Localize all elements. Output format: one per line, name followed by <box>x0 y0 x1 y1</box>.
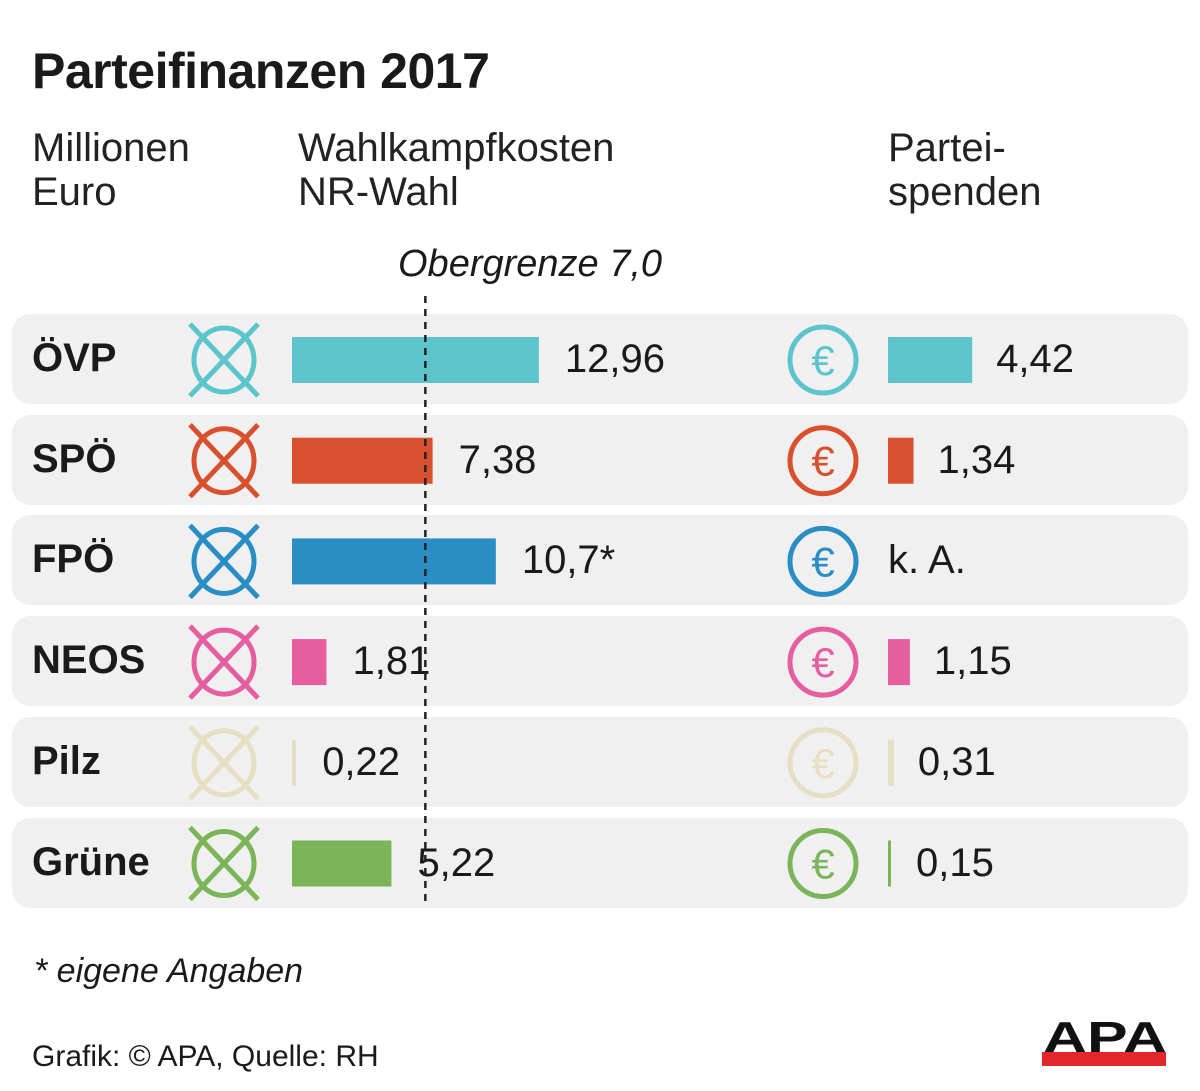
ballot-cross-icon <box>188 825 260 902</box>
source-credit: Grafik: © APA, Quelle: RH <box>32 1040 379 1073</box>
party-label: Pilz <box>32 738 101 783</box>
donation-bar <box>888 337 973 383</box>
campaign-value-label: 12,96 <box>564 337 665 381</box>
svg-text:€: € <box>811 538 834 585</box>
svg-text:€: € <box>811 740 834 787</box>
party-label: NEOS <box>32 638 146 683</box>
donation-bar <box>888 739 894 786</box>
apa-logo: APA <box>1042 1018 1167 1066</box>
donations-header-line-1: Partei- <box>888 126 1006 170</box>
chart-title: Parteifinanzen 2017 <box>32 43 490 99</box>
party-label: Grüne <box>32 839 150 884</box>
donation-value-label: 1,15 <box>933 639 1012 684</box>
donation-bar <box>888 840 891 887</box>
party-label: SPÖ <box>32 436 117 481</box>
donation-value-label: k. A. <box>888 538 966 583</box>
campaign-bar <box>292 538 496 585</box>
euro-coin-icon: € <box>787 324 859 396</box>
campaign-value-label: 0,22 <box>322 739 401 784</box>
donations-column-header: Partei- spenden <box>888 126 1041 214</box>
campaign-value-label: 5,22 <box>417 840 496 885</box>
svg-text:€: € <box>811 841 834 888</box>
euro-coin-icon: € <box>787 727 859 799</box>
donation-bar <box>888 437 914 484</box>
campaign-column-header: Wahlkampfkosten NR-Wahl <box>298 126 614 214</box>
donations-header-line-2: spenden <box>888 170 1042 214</box>
party-label: ÖVP <box>32 336 117 380</box>
ballot-cross-icon <box>188 322 260 398</box>
campaign-value-label: 1,81 <box>352 639 431 684</box>
donation-value-label: 0,15 <box>916 840 994 885</box>
svg-text:€: € <box>811 639 834 686</box>
campaign-value-label: 7,38 <box>458 437 537 482</box>
unit-line-2: Euro <box>32 170 117 214</box>
campaign-header-line-2: NR-Wahl <box>298 170 459 214</box>
euro-coin-icon: € <box>787 828 859 899</box>
campaign-bar <box>292 639 327 686</box>
limit-label: Obergrenze 7,0 <box>398 243 663 285</box>
euro-coin-icon: € <box>787 425 859 497</box>
euro-coin-icon: € <box>787 525 859 597</box>
donation-bar <box>888 639 910 686</box>
donation-value-label: 0,31 <box>917 739 996 784</box>
svg-text:€: € <box>811 337 834 384</box>
campaign-header-line-1: Wahlkampfkosten <box>298 126 615 170</box>
campaign-value-label: 10,7* <box>521 538 616 583</box>
donation-value-label: 4,42 <box>996 337 1075 381</box>
ballot-cross-icon <box>188 725 260 801</box>
unit-label: Millionen Euro <box>32 126 190 214</box>
svg-text:€: € <box>811 438 834 485</box>
campaign-bar <box>292 739 297 786</box>
campaign-bar <box>292 337 539 383</box>
ballot-cross-icon <box>188 422 260 499</box>
euro-coin-icon: € <box>787 626 859 698</box>
campaign-bar <box>292 437 433 484</box>
donation-value-label: 1,34 <box>937 437 1016 482</box>
footnote: * eigene Angaben <box>34 952 304 990</box>
ballot-cross-icon <box>188 624 260 700</box>
unit-line-1: Millionen <box>32 126 190 170</box>
ballot-cross-icon <box>188 523 260 600</box>
campaign-bar <box>292 840 392 887</box>
party-label: FPÖ <box>32 537 115 582</box>
